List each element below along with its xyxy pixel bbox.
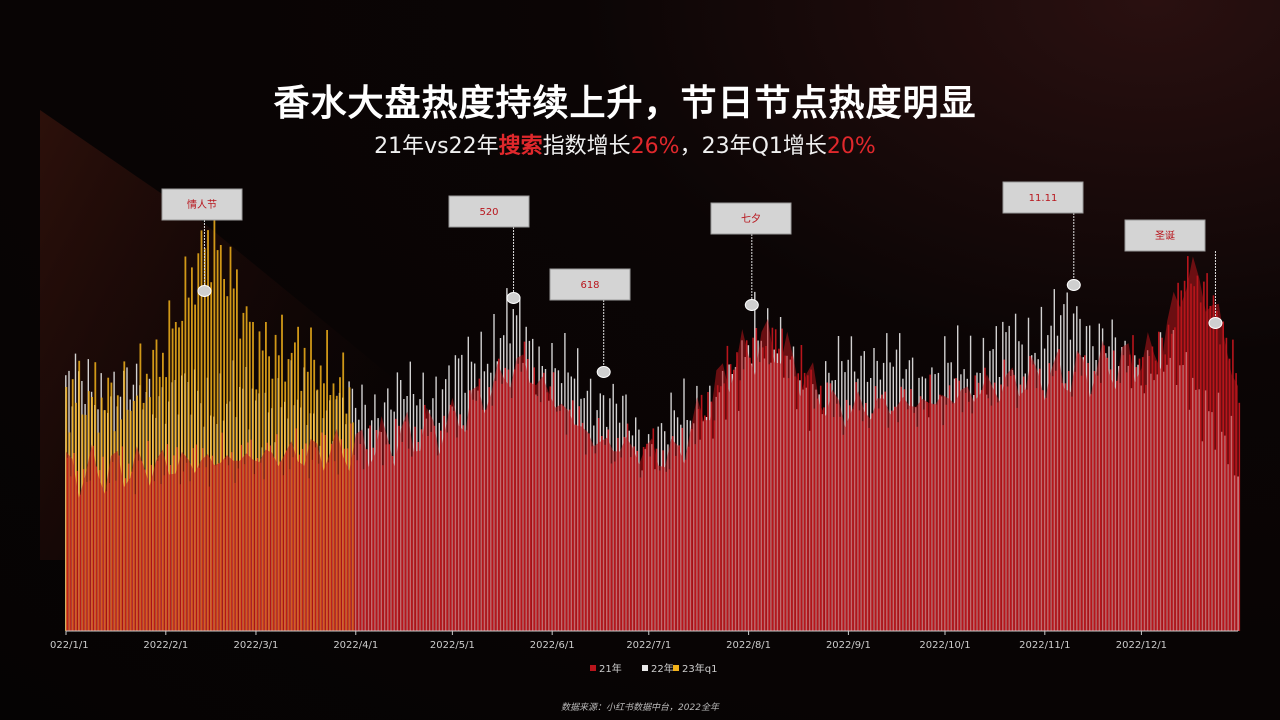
annotation-label: 圣诞 xyxy=(1155,229,1175,242)
bar-23-day-52 xyxy=(229,246,232,631)
bar-23-day-49 xyxy=(219,245,222,631)
page-subtitle: 21年vs22年搜索指数增长26%，23年Q1增长20% xyxy=(0,128,1250,160)
x-tick-label: 2022/5/1 xyxy=(430,640,475,651)
x-tick-label: 2022/10/1 xyxy=(919,640,970,651)
annotation-box xyxy=(1002,181,1084,214)
series-21-area xyxy=(66,256,1238,631)
bar-23-day-5 xyxy=(78,360,81,631)
bar-21-day-365 xyxy=(1238,402,1241,631)
annotation-dot xyxy=(1208,317,1223,329)
festival-annotations: 情人节 520 618 七夕 11.11 圣诞 xyxy=(161,181,1223,378)
chart-legend: 21年 22年 23年q1 xyxy=(590,662,717,675)
annotation-label: 618 xyxy=(580,280,599,291)
bar-23-day-54 xyxy=(236,269,238,631)
legend-swatch xyxy=(673,665,679,671)
subtitle-part-1: 21年vs22年 xyxy=(374,134,499,159)
bar-23-day-43 xyxy=(200,230,203,631)
x-axis-ticks: 022/1/1 2022/2/1 2022/3/1 2022/4/1 2022/5/1 2… xyxy=(50,631,1167,651)
subtitle-highlight-search: 搜索 xyxy=(498,134,543,159)
annotation-box xyxy=(549,268,631,301)
annotation-box xyxy=(448,195,530,228)
legend-label: 23年q1 xyxy=(682,662,717,675)
subtitle-growth-22: 26% xyxy=(630,134,680,159)
page-title: 香水大盘热度持续上升，节日节点热度明显 xyxy=(273,83,977,124)
subtitle-part-5: ，23年Q1增长 xyxy=(679,134,827,159)
annotation-dot xyxy=(744,299,759,311)
data-source-note: 数据来源：小红书数据中台，2022全年 xyxy=(561,703,719,713)
bar-23-day-40 xyxy=(191,267,193,631)
x-tick-label: 2022/12/1 xyxy=(1116,640,1167,651)
bar-23-day-53 xyxy=(232,288,235,631)
legend-swatch xyxy=(590,665,596,671)
bar-23-day-38 xyxy=(184,256,187,631)
x-tick-label: 2022/7/1 xyxy=(626,640,671,651)
bar-23-day-41 xyxy=(194,304,196,631)
x-tick-label: 2022/9/1 xyxy=(826,640,871,651)
bar-23-day-33 xyxy=(168,300,171,631)
annotation-box xyxy=(161,188,243,221)
annotation-dot xyxy=(1066,279,1081,291)
bar-23-day-42 xyxy=(197,253,200,632)
x-tick-label: 2022/3/1 xyxy=(234,640,279,651)
legend-label: 21年 xyxy=(599,662,622,675)
legend-swatch xyxy=(642,665,648,671)
annotation-box xyxy=(1124,219,1206,252)
bar-23-day-47 xyxy=(213,219,216,631)
x-tick-label: 022/1/1 xyxy=(50,640,89,651)
annotation-dot xyxy=(506,292,521,304)
x-tick-label: 2022/2/1 xyxy=(143,640,188,651)
annotation-box xyxy=(710,202,792,235)
series-21-area-path xyxy=(66,256,1238,631)
subtitle-part-3: 指数增长 xyxy=(542,134,631,159)
annotation-label: 七夕 xyxy=(741,213,761,225)
x-tick-label: 2022/11/1 xyxy=(1019,640,1070,651)
x-tick-label: 2022/4/1 xyxy=(333,640,378,651)
annotation-dot xyxy=(596,366,611,378)
bar-23-day-50 xyxy=(223,279,225,631)
bar-23-day-44 xyxy=(203,248,206,631)
legend-label: 22年 xyxy=(651,662,674,675)
bar-23-day-48 xyxy=(216,250,219,631)
subtitle-growth-23: 20% xyxy=(826,134,876,159)
annotation-label: 情人节 xyxy=(187,198,217,211)
x-tick-label: 2022/8/1 xyxy=(726,640,771,651)
x-tick-label: 2022/6/1 xyxy=(530,640,575,651)
annotation-label: 520 xyxy=(479,207,498,218)
bar-23-day-45 xyxy=(207,230,209,631)
bar-23-day-46 xyxy=(210,282,213,631)
annotation-label: 11.11 xyxy=(1029,193,1058,204)
annotation-dot xyxy=(197,285,212,297)
